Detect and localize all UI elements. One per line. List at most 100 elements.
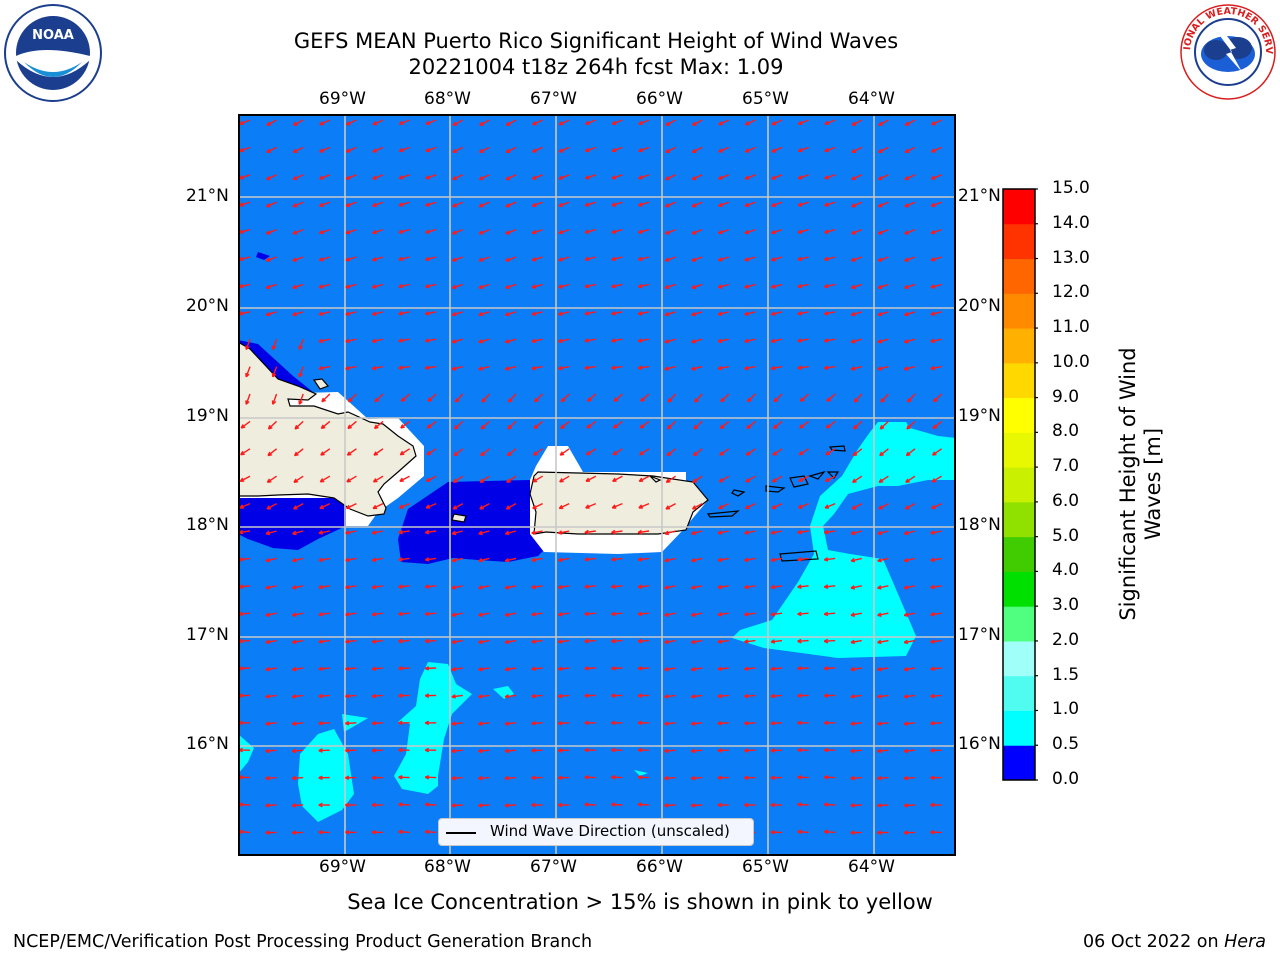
map-frame <box>238 114 956 856</box>
wave-arrow <box>506 475 517 483</box>
wave-arrow-head <box>611 640 616 644</box>
wave-arrow <box>531 639 543 643</box>
wave-arrow <box>717 722 729 725</box>
wave-arrow <box>298 338 304 350</box>
wave-arrow <box>798 448 809 456</box>
noaa-logo: NOAA <box>4 4 102 102</box>
wave-arrow <box>239 803 251 806</box>
wave-arrow <box>584 639 596 642</box>
sea-ice-note: Sea Ice Concentration > 15% is shown in … <box>347 890 933 914</box>
wave-arrow-head <box>506 481 511 483</box>
wave-arrow <box>824 530 836 534</box>
wave-arrow-head <box>531 532 536 535</box>
wave-arrow-head <box>930 831 935 835</box>
wave-arrow-head <box>611 259 616 262</box>
wave-arrow <box>904 365 916 370</box>
wave-arrow <box>931 502 942 510</box>
wave-arrow <box>638 502 650 509</box>
wave-arrow <box>558 722 570 725</box>
wave-arrow-head <box>797 640 802 644</box>
wave-arrow <box>744 256 756 261</box>
wave-arrow <box>637 803 650 806</box>
wave-arrow-head <box>425 204 430 207</box>
wave-arrow-head <box>345 368 350 371</box>
wave-arrow <box>851 530 862 535</box>
wave-arrow <box>798 502 809 509</box>
wave-arrow <box>638 146 650 152</box>
wave-arrow-head <box>637 613 643 617</box>
wave-arrow <box>425 228 437 234</box>
wave-arrow <box>824 502 836 509</box>
wave-arrow <box>638 557 650 561</box>
wave-arrow <box>877 283 889 289</box>
wave-arrow <box>452 146 464 153</box>
wave-arrow <box>851 146 863 153</box>
wave-arrow-head <box>425 231 430 234</box>
wave-arrow-head <box>345 614 350 617</box>
wave-arrow <box>451 776 463 780</box>
wave-arrow-head <box>531 313 537 316</box>
wave-arrow <box>664 557 676 562</box>
wave-arrow <box>452 119 464 126</box>
wave-arrow <box>611 639 623 642</box>
wave-arrow <box>745 448 756 456</box>
wave-arrow <box>267 448 278 457</box>
wave-arrow <box>904 201 916 208</box>
wave-arrow <box>425 283 437 288</box>
wave-arrow <box>904 283 916 289</box>
lat-label-left-21: 21°N <box>186 186 229 206</box>
wave-arrow-head <box>265 641 270 645</box>
wave-arrow-head <box>558 559 563 563</box>
wave-arrow-head <box>904 341 909 344</box>
wave-arrow <box>771 146 783 153</box>
nws-logo: NATIONAL WEATHER SERVICE <box>1178 2 1276 100</box>
wave-arrow-head <box>267 481 272 483</box>
wave-arrow-head <box>799 426 804 429</box>
wave-arrow <box>425 311 437 315</box>
wave-arrow <box>372 146 384 153</box>
wave-arrow-head <box>744 695 749 699</box>
wave-arrow <box>586 448 597 456</box>
wave-arrow <box>772 475 783 483</box>
wave-arrow-head <box>930 804 935 808</box>
wave-arrow <box>266 256 277 262</box>
lon-label-top-67: 67°W <box>530 89 577 109</box>
wave-arrow <box>266 502 277 510</box>
wave-arrow-head <box>851 287 856 290</box>
wave-arrow <box>931 119 942 126</box>
wave-arrow-head <box>850 669 855 672</box>
wave-arrow <box>531 311 543 316</box>
wave-arrow <box>637 639 650 642</box>
wave-arrow-head <box>797 586 802 589</box>
wave-arrow <box>452 311 464 316</box>
wave-arrow-head <box>880 427 885 430</box>
wave-arrow <box>664 530 676 535</box>
wave-arrow <box>903 776 916 780</box>
wave-arrow-head <box>294 427 300 430</box>
wave-arrow-head <box>931 259 936 262</box>
wave-arrow-head <box>744 532 749 535</box>
wave-arrow-head <box>744 777 749 781</box>
wave-arrow-head <box>904 614 909 617</box>
wave-arrow <box>717 667 729 670</box>
wave-arrow <box>878 174 889 181</box>
wave-arrow-head <box>505 314 510 317</box>
wave-arrow <box>239 612 251 615</box>
wave-arrow <box>372 201 384 207</box>
wave-arrow <box>850 749 862 752</box>
wave-arrow-head <box>584 613 589 617</box>
wave-arrow-head <box>823 613 829 617</box>
wave-arrow <box>558 256 570 261</box>
wave-arrow <box>584 557 596 561</box>
wave-arrow <box>585 201 597 207</box>
wave-arrow <box>478 338 490 343</box>
colorbar-tick-label: 15.0 <box>1052 178 1090 198</box>
wave-arrow-head <box>746 426 751 430</box>
wave-arrow <box>717 365 729 370</box>
wave-arrow <box>880 393 889 403</box>
wave-arrow <box>451 694 463 698</box>
wave-arrow <box>771 365 783 370</box>
wave-arrow <box>877 585 889 589</box>
wave-arrow <box>584 365 596 369</box>
wave-arrow <box>691 694 703 698</box>
